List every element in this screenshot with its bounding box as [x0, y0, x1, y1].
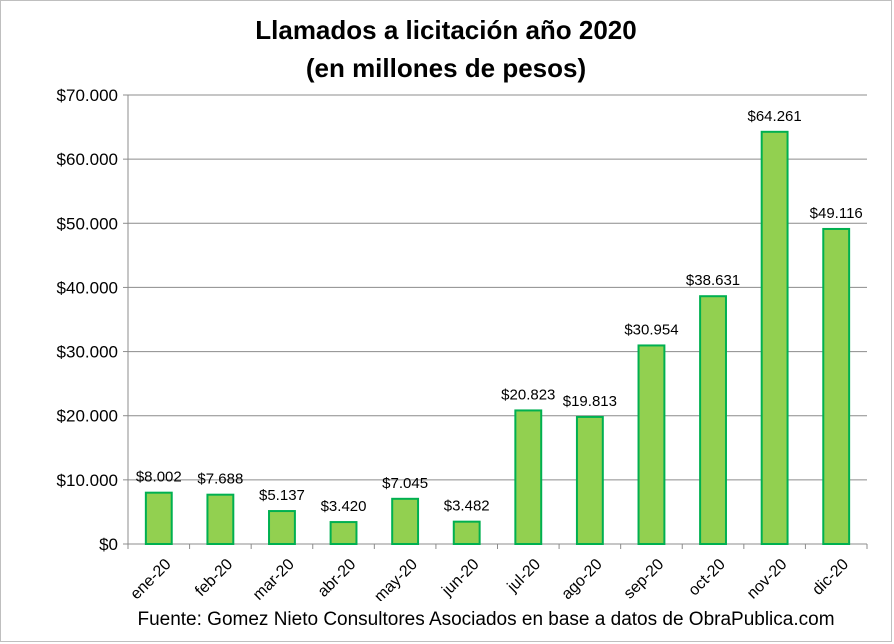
- data-label: $20.823: [501, 386, 555, 403]
- x-tick-label: ago-20: [558, 556, 605, 601]
- y-tick-label: $60.000: [57, 150, 118, 169]
- data-label: $3.420: [321, 498, 367, 515]
- x-tick-label: oct-20: [685, 556, 729, 600]
- x-tick-label: dic-20: [809, 556, 852, 599]
- data-label: $8.002: [136, 469, 182, 486]
- source-note: Fuente: Gomez Nieto Consultores Asociado…: [137, 609, 835, 630]
- chart-title: Llamados a licitación año 2020: [255, 15, 637, 45]
- bar-chart: $0 $10.000 $20.000 $30.000 $40.000 $50.000 $60…: [57, 86, 868, 601]
- bar: [760, 130, 789, 545]
- x-tick-label: jul-20: [504, 556, 544, 596]
- bar: [514, 409, 543, 545]
- bar: [452, 520, 481, 546]
- x-tick-label: jun-20: [438, 556, 482, 600]
- bar: [206, 493, 235, 546]
- data-label: $7.045: [382, 475, 428, 492]
- y-tick-label: $70.000: [57, 86, 118, 105]
- data-label: $64.261: [748, 108, 802, 125]
- x-tick-label: feb-20: [192, 556, 236, 600]
- bar: [329, 521, 358, 546]
- bar: [699, 295, 727, 545]
- data-label: $38.631: [686, 272, 740, 289]
- y-tick-label: $20.000: [57, 407, 118, 426]
- x-tick-label: abr-20: [315, 556, 360, 601]
- y-tick-label: $0: [99, 535, 118, 554]
- data-label: $7.688: [197, 471, 243, 488]
- data-label: $30.954: [624, 321, 678, 338]
- data-label: $19.813: [563, 393, 617, 410]
- bar: [575, 415, 604, 545]
- bar: [822, 227, 851, 546]
- x-tick-label: nov-20: [744, 556, 791, 601]
- x-tick-label: may-20: [371, 556, 421, 601]
- data-label: $49.116: [810, 205, 863, 222]
- bar: [637, 344, 666, 546]
- y-tick-label: $50.000: [57, 214, 118, 233]
- y-tick-label: $30.000: [57, 343, 118, 362]
- y-tick-label: $10.000: [57, 471, 118, 490]
- bar: [144, 491, 173, 545]
- chart-subtitle: (en millones de pesos): [305, 53, 587, 83]
- x-tick-label: ene-20: [127, 556, 174, 601]
- data-label: $5.137: [259, 487, 305, 504]
- x-tick-label: mar-20: [250, 556, 298, 601]
- x-tick-label: sep-20: [621, 556, 668, 601]
- data-label: $3.482: [444, 498, 490, 515]
- bar: [391, 497, 420, 546]
- bar: [268, 510, 296, 545]
- y-tick-label: $40.000: [57, 278, 118, 297]
